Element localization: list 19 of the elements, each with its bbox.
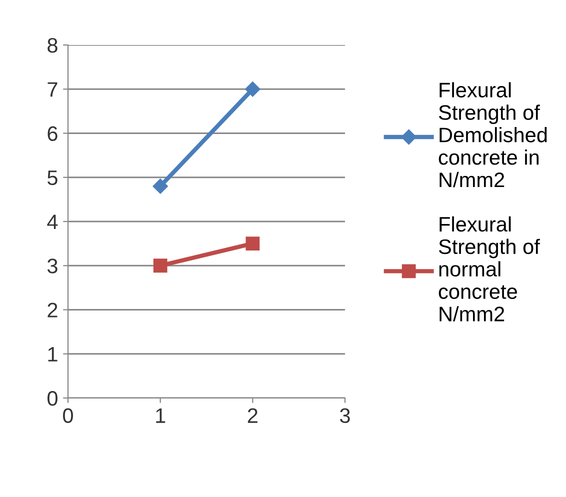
point [245, 82, 260, 97]
y-tick-label: 6 [48, 126, 58, 142]
x-tick-label: 0 [63, 408, 73, 424]
x-tick-label: 1 [156, 408, 166, 423]
point [153, 258, 168, 273]
point [246, 236, 260, 251]
legend-label: Flexural Strength of Demolished concrete in N/mm2 [438, 82, 547, 188]
y-tick-label: 8 [48, 38, 58, 53]
y-tick-label: 7 [48, 82, 58, 97]
y-tick-label: 0 [48, 391, 58, 406]
x-tick-label: 3 [340, 408, 350, 424]
point [152, 178, 168, 194]
x-tick-label: 2 [248, 408, 258, 423]
y-tick-label: 4 [47, 214, 58, 230]
y-tick-label: 5 [48, 170, 58, 186]
y-tick-label: 1 [48, 347, 58, 362]
legend-label: Flexural Strength of normal concrete N/mm2 [438, 216, 540, 322]
y-tick-label: 2 [48, 302, 58, 318]
y-tick-label: 3 [47, 258, 58, 274]
